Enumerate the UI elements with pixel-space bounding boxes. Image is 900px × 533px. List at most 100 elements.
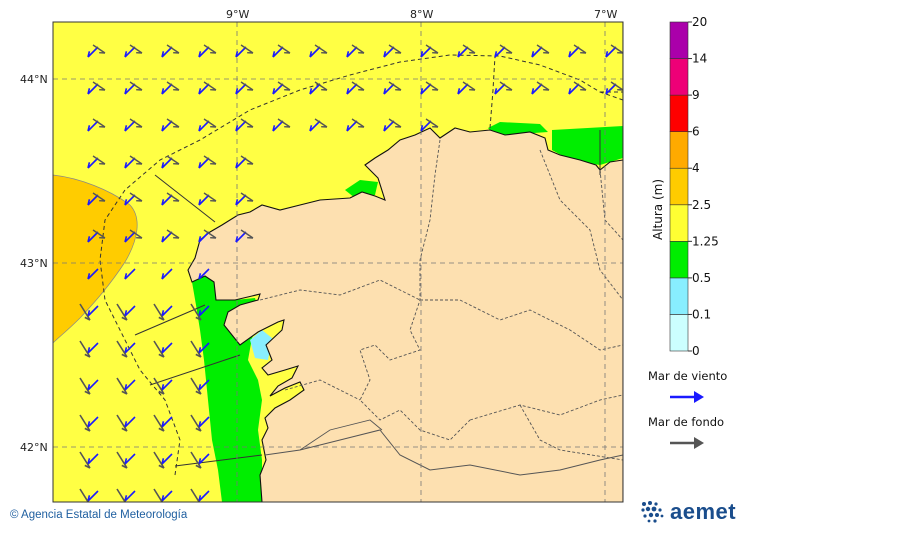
land-galicia: [187, 22, 623, 502]
wave-arrow: [124, 268, 136, 280]
wave-arrow: [240, 229, 254, 239]
aemet-logo-icon: [641, 501, 664, 523]
wave-arrow: [198, 490, 210, 502]
wave-arrow: [383, 46, 395, 58]
wave-arrow: [116, 340, 128, 358]
low-wave-zone-north: [552, 126, 623, 165]
wave-arrow: [87, 379, 99, 391]
wave-arrow: [79, 451, 91, 469]
wave-arrow: [425, 81, 439, 91]
colorbar-tick-label: 0.5: [692, 271, 711, 285]
wave-arrow: [153, 377, 165, 395]
colorbar-segment: [669, 131, 689, 169]
wave-arrow: [92, 192, 106, 202]
colorbar-tick-label: 14: [692, 52, 707, 66]
wave-arrow: [198, 120, 210, 132]
wave-arrow: [499, 44, 513, 54]
wave-arrow: [124, 46, 136, 58]
wave-arrow: [536, 44, 550, 54]
wave-arrow: [166, 155, 180, 165]
wave-arrow: [79, 377, 91, 395]
wave-arrow: [79, 303, 91, 321]
wave-arrow: [161, 342, 173, 354]
lon-label-8w: 8°W: [410, 8, 433, 21]
wave-arrow: [129, 192, 143, 202]
wave-arrow: [314, 118, 328, 128]
wave-arrow: [198, 268, 210, 280]
wind-sea-arrow-icon: [670, 391, 704, 403]
wave-arrow: [314, 81, 328, 91]
colorbar-segment: [669, 241, 689, 279]
lon-label-9w: 9°W: [226, 8, 249, 21]
wave-arrow: [92, 155, 106, 165]
wave-arrow: [351, 118, 365, 128]
wave-arrow: [235, 46, 247, 58]
wave-arrow: [198, 416, 210, 428]
wave-arrow: [87, 46, 99, 58]
wave-arrow: [87, 194, 99, 206]
wave-arrow: [203, 155, 217, 165]
wave-arrow: [531, 46, 543, 58]
wave-arrow: [272, 46, 284, 58]
wave-arrow: [198, 46, 210, 58]
wave-arrow: [161, 120, 173, 132]
wave-arrow: [568, 46, 580, 58]
wave-arrow: [346, 83, 358, 95]
colorbar-segment: [669, 204, 689, 242]
wave-arrow: [605, 46, 617, 58]
wave-arrow: [124, 453, 136, 465]
wave-arrow: [166, 192, 180, 202]
wave-arrow: [425, 44, 439, 54]
wave-arrow: [161, 379, 173, 391]
wave-arrow: [129, 229, 143, 239]
wave-arrow: [198, 231, 210, 243]
wave-arrow: [116, 488, 127, 502]
swell-label: Mar de fondo: [648, 415, 725, 429]
wave-arrow: [87, 268, 99, 280]
portugal-border: [264, 429, 623, 476]
wave-arrow: [536, 81, 550, 91]
wave-arrow: [198, 453, 210, 465]
colorbar: 0 0.1 0.5 1.25 2.5 4 6 9 14 20: [669, 15, 719, 358]
wave-arrow: [198, 342, 210, 354]
wave-arrow: [166, 44, 180, 54]
wave-arrow: [116, 414, 128, 432]
wave-arrow: [124, 305, 136, 317]
wave-arrow: [87, 490, 99, 502]
swell-arrow-icon: [670, 437, 704, 449]
wave-arrow: [240, 192, 254, 202]
wave-arrow: [79, 414, 91, 432]
wave-arrow: [383, 120, 395, 132]
map-frame: [52, 21, 624, 503]
portugal-border-2: [299, 419, 383, 451]
lat-label-43n: 43°N: [20, 257, 48, 270]
wave-arrow: [190, 488, 201, 502]
wave-arrow: [462, 81, 476, 91]
wave-arrow: [161, 268, 173, 280]
wave-arrow: [190, 414, 202, 432]
wave-arrow: [87, 416, 99, 428]
wave-arrow: [198, 194, 210, 206]
wave-arrow: [235, 194, 247, 206]
wave-arrow: [277, 118, 291, 128]
wave-arrow: [124, 342, 136, 354]
wave-arrow: [87, 231, 99, 243]
wave-arrow: [351, 44, 365, 54]
wave-arrow: [79, 340, 91, 358]
wave-arrow: [153, 414, 165, 432]
wave-arrow: [494, 83, 506, 95]
colorbar-segment: [669, 277, 689, 315]
lat-label-42n: 42°N: [20, 441, 48, 454]
wave-arrow: [161, 46, 173, 58]
wave-arrow: [153, 488, 164, 502]
wave-arrow: [79, 488, 90, 502]
wave-arrow: [235, 157, 247, 169]
wave-arrow: [161, 194, 173, 206]
wave-arrow: [190, 303, 202, 321]
colorbar-tick-label: 6: [692, 125, 700, 139]
wave-arrow: [161, 157, 173, 169]
wave-arrow: [166, 118, 180, 128]
wave-arrow: [124, 194, 136, 206]
colorbar-tick-label: 9: [692, 88, 700, 102]
wave-arrow: [272, 120, 284, 132]
